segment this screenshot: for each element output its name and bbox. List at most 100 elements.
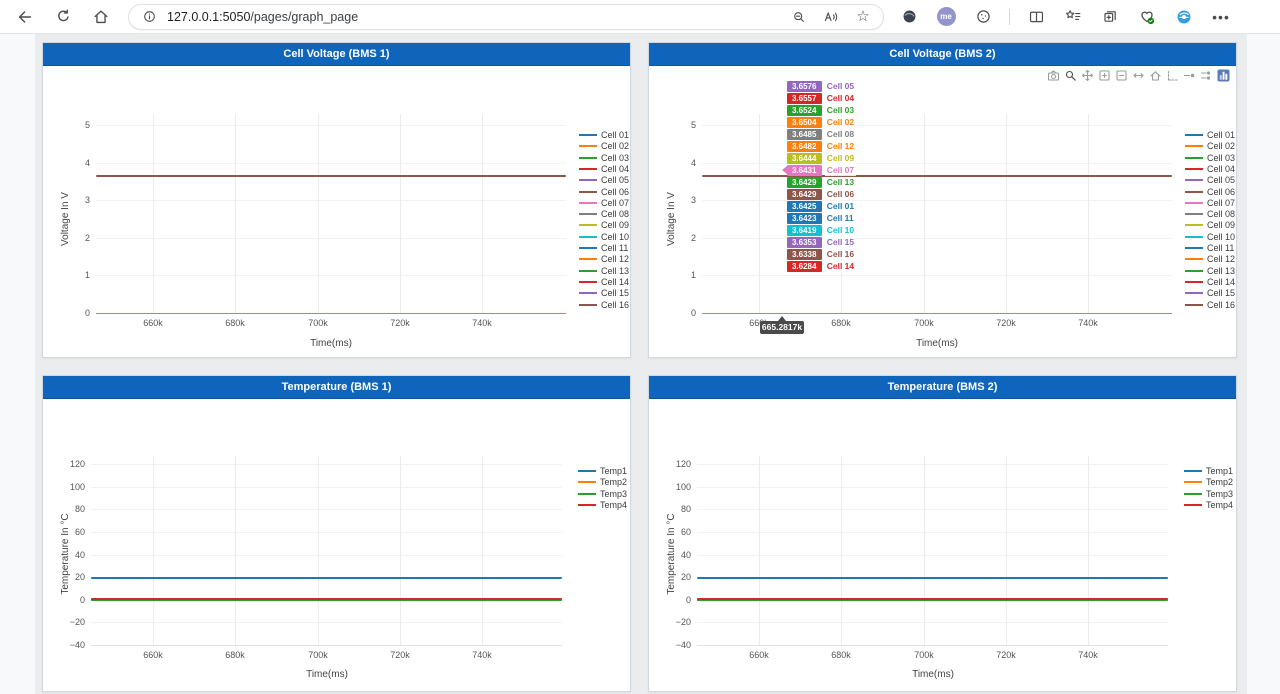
info-icon[interactable] xyxy=(139,7,159,27)
gridline xyxy=(697,555,1168,556)
legend-item[interactable]: Cell 16 xyxy=(1185,300,1235,310)
y-tick-label: 60 xyxy=(74,527,85,537)
legend-item[interactable]: Cell 02 xyxy=(1185,141,1235,151)
extension-sphere-icon[interactable] xyxy=(898,6,920,28)
gridline xyxy=(91,464,562,465)
split-screen-icon[interactable] xyxy=(1025,6,1047,28)
legend-item[interactable]: Cell 03 xyxy=(1185,153,1235,163)
legend-swatch xyxy=(579,179,597,181)
legend-item[interactable]: Cell 16 xyxy=(579,300,629,310)
refresh-icon[interactable] xyxy=(52,6,74,28)
legend-item[interactable]: Cell 09 xyxy=(579,220,629,230)
legend-item[interactable]: Cell 01 xyxy=(579,130,629,140)
read-aloud-icon[interactable] xyxy=(821,7,841,27)
gridline xyxy=(235,456,236,645)
y-axis-title: Temperature In °C xyxy=(666,513,677,595)
legend-swatch xyxy=(1185,236,1203,238)
legend-item[interactable]: Temp1 xyxy=(1184,466,1233,476)
x-tick-label: 720k xyxy=(996,318,1016,328)
chart-temperature-bms1[interactable]: −40 −20 0 20 40 60 80 100 120 660k 680k 700k 720k 740… xyxy=(43,399,630,692)
hover-label-series: Cell 09 xyxy=(824,153,857,164)
legend-item[interactable]: Cell 13 xyxy=(1185,266,1235,276)
hover-label-series: Cell 11 xyxy=(824,213,856,224)
x-tick-label: 740k xyxy=(1078,318,1098,328)
legend-item[interactable]: Temp3 xyxy=(1184,489,1233,499)
legend-item[interactable]: Cell 13 xyxy=(579,266,629,276)
zoom-indicator-icon[interactable] xyxy=(789,7,809,27)
legend-item[interactable]: Cell 02 xyxy=(579,141,629,151)
zoom-icon[interactable] xyxy=(1063,68,1077,82)
zoom-out-icon[interactable] xyxy=(1114,68,1128,82)
gridline xyxy=(96,200,566,201)
legend-item[interactable]: Cell 07 xyxy=(579,198,629,208)
legend-item[interactable]: Cell 12 xyxy=(1185,254,1235,264)
plotly-modebar xyxy=(1046,68,1230,82)
hover-closest-icon[interactable] xyxy=(1182,68,1196,82)
legend-item[interactable]: Temp3 xyxy=(578,489,627,499)
autoscale-icon[interactable] xyxy=(1131,68,1145,82)
legend-item[interactable]: Cell 10 xyxy=(579,232,629,242)
legend-item[interactable]: Cell 14 xyxy=(1185,277,1235,287)
legend-item[interactable]: Cell 10 xyxy=(1185,232,1235,242)
legend-item[interactable]: Cell 11 xyxy=(579,243,628,253)
legend-swatch xyxy=(1185,168,1203,170)
home-icon[interactable] xyxy=(90,6,112,28)
legend-label: Cell 08 xyxy=(1207,209,1236,219)
profile-avatar[interactable]: me xyxy=(935,6,957,28)
gridline xyxy=(924,114,925,313)
legend-item[interactable]: Cell 14 xyxy=(579,277,629,287)
hover-compare-icon[interactable] xyxy=(1199,68,1213,82)
hover-label-value: 3.6444 xyxy=(786,153,822,164)
legend-item[interactable]: Cell 04 xyxy=(1185,164,1235,174)
legend-label: Cell 14 xyxy=(601,277,630,287)
url-text[interactable]: 127.0.0.1:5050/pages/graph_page xyxy=(167,10,777,24)
legend-item[interactable]: Cell 15 xyxy=(579,288,629,298)
legend-item[interactable]: Cell 04 xyxy=(579,164,629,174)
collections-icon[interactable] xyxy=(1099,6,1121,28)
legend-item[interactable]: Cell 06 xyxy=(579,187,629,197)
chart-temperature-bms2[interactable]: −40 −20 0 20 40 60 80 100 120 660k 680k 700k 720k 740… xyxy=(649,399,1236,692)
legend-item[interactable]: Cell 01 xyxy=(1185,130,1235,140)
legend-item[interactable]: Temp2 xyxy=(1184,477,1233,487)
hover-label-series: Cell 07 xyxy=(824,165,857,176)
legend-item[interactable]: Temp4 xyxy=(1184,500,1233,510)
chart-cell-voltage-bms2[interactable]: 0 1 2 3 4 5 660k 680k 700k 720k 740k Time(ms) Voltag… xyxy=(649,66,1236,358)
legend-item[interactable]: Cell 15 xyxy=(1185,288,1235,298)
x-tick-label: 660k xyxy=(749,650,769,660)
legend-item[interactable]: Temp1 xyxy=(578,466,627,476)
gridline xyxy=(702,125,1172,126)
favorite-star-icon[interactable]: ☆ xyxy=(856,8,870,25)
legend-swatch xyxy=(579,304,597,306)
legend-item[interactable]: Cell 08 xyxy=(1185,209,1235,219)
address-bar[interactable]: 127.0.0.1:5050/pages/graph_page ☆ xyxy=(128,3,884,30)
favorites-list-icon[interactable] xyxy=(1062,6,1084,28)
legend-swatch xyxy=(1185,134,1203,136)
chart-cell-voltage-bms1[interactable]: 0 1 2 3 4 5 660k 680k 700k 720k 740k Time(ms) Voltag… xyxy=(43,66,630,358)
legend-item[interactable]: Cell 03 xyxy=(579,153,629,163)
legend-item[interactable]: Cell 08 xyxy=(579,209,629,219)
legend-item[interactable]: Temp4 xyxy=(578,500,627,510)
plotly-logo-icon[interactable] xyxy=(1216,68,1230,82)
gridline xyxy=(697,509,1168,510)
reset-axes-icon[interactable] xyxy=(1148,68,1162,82)
legend-item[interactable]: Cell 09 xyxy=(1185,220,1235,230)
legend-item[interactable]: Cell 05 xyxy=(579,175,629,185)
spikelines-icon[interactable] xyxy=(1165,68,1179,82)
legend-swatch xyxy=(1185,191,1203,193)
browser-essentials-icon[interactable] xyxy=(1136,6,1158,28)
pan-icon[interactable] xyxy=(1080,68,1094,82)
zoom-in-icon[interactable] xyxy=(1097,68,1111,82)
legend-item[interactable]: Temp2 xyxy=(578,477,627,487)
camera-icon[interactable] xyxy=(1046,68,1060,82)
back-icon[interactable] xyxy=(14,6,36,28)
legend-item[interactable]: Cell 07 xyxy=(1185,198,1235,208)
extensions-cookie-icon[interactable] xyxy=(972,6,994,28)
more-menu-icon[interactable]: ••• xyxy=(1212,8,1230,25)
ie-mode-icon[interactable] xyxy=(1173,6,1195,28)
legend-item[interactable]: Cell 06 xyxy=(1185,187,1235,197)
legend-item[interactable]: Cell 12 xyxy=(579,254,629,264)
y-tick-label: 20 xyxy=(680,572,691,582)
legend-item[interactable]: Cell 05 xyxy=(1185,175,1235,185)
legend-item[interactable]: Cell 11 xyxy=(1185,243,1234,253)
y-tick-label: 5 xyxy=(690,120,696,130)
